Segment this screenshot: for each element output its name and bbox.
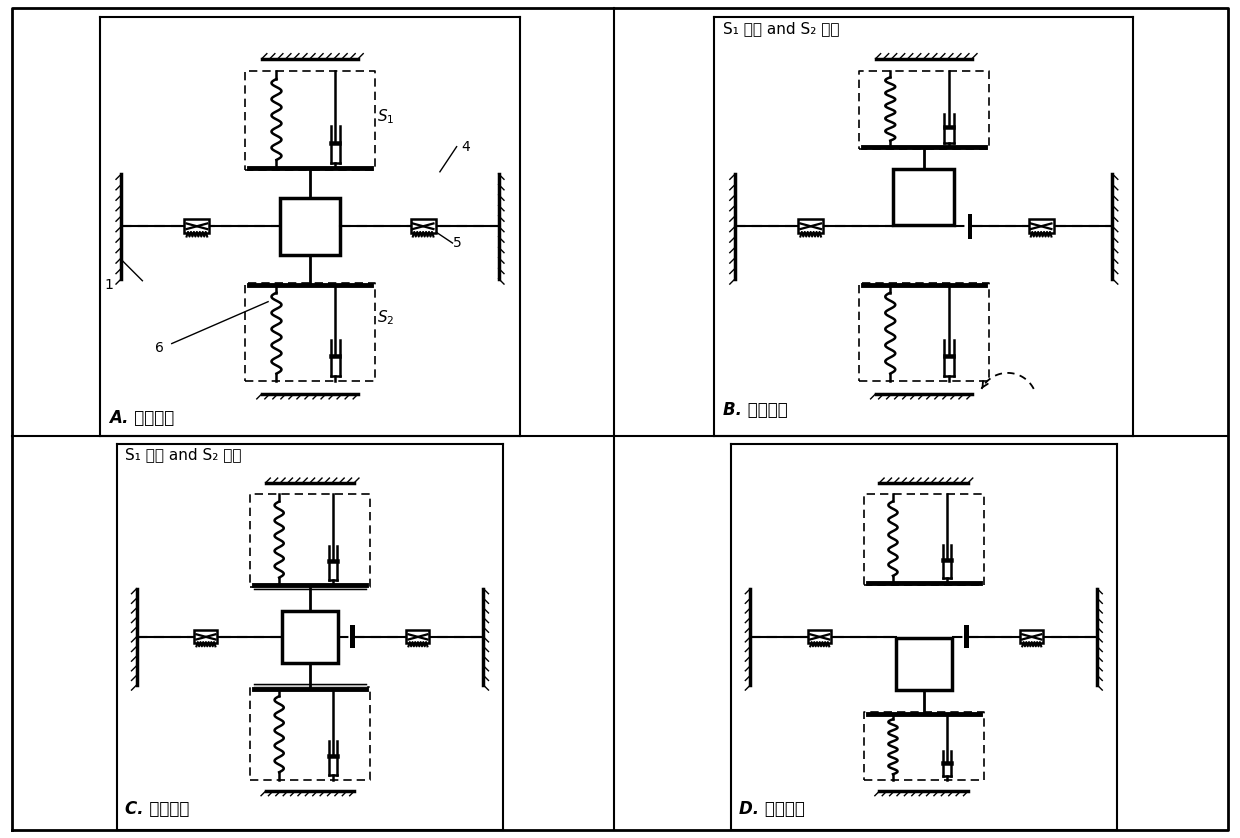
Text: 6: 6 [155,341,164,355]
Text: $S_1$: $S_1$ [377,107,394,127]
Bar [185,220,210,233]
Bar [799,220,823,233]
Bar [407,630,429,644]
Bar [1021,630,1043,644]
Text: 1: 1 [104,278,114,292]
Bar [281,611,339,663]
Bar [195,630,217,644]
Bar [895,638,952,690]
Text: 5: 5 [453,236,461,251]
Text: D. 负极値点: D. 负极値点 [739,800,805,818]
Text: B. 正极値点: B. 正极値点 [723,401,787,419]
Text: C. 零点位置: C. 零点位置 [125,800,190,818]
Bar [965,625,968,649]
Bar [351,625,355,649]
Text: S₁ 闭合 and S₂ 断开: S₁ 闭合 and S₂ 断开 [723,22,839,37]
Text: A. 初始状态: A. 初始状态 [109,409,174,427]
Text: $S_2$: $S_2$ [377,308,394,328]
Text: 4: 4 [461,140,470,154]
Bar [410,220,435,233]
Text: S₁ 断开 and S₂ 闭合: S₁ 断开 and S₂ 闭合 [125,447,242,463]
Bar [967,214,972,239]
Bar [894,168,954,225]
Bar [280,198,340,255]
Bar [808,630,831,644]
Bar [1028,220,1054,233]
